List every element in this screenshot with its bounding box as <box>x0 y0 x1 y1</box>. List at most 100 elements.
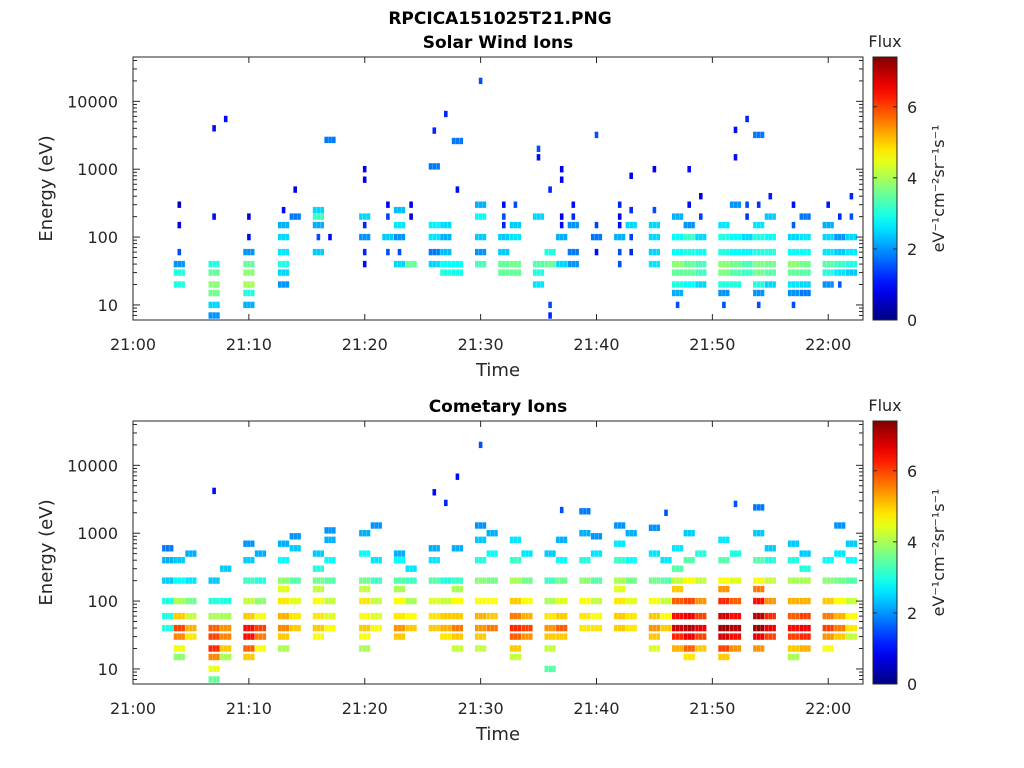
flux-cell <box>502 248 506 256</box>
flux-cell <box>621 233 626 241</box>
flux-cell <box>791 221 796 229</box>
colorbar <box>872 420 898 685</box>
flux-cell <box>173 269 178 276</box>
flux-cell <box>648 260 653 268</box>
flux-cell <box>598 597 603 605</box>
panel-title: Solar Wind Ions <box>423 33 574 53</box>
flux-cell <box>799 213 804 220</box>
flux-cell <box>436 597 440 605</box>
flux-cell <box>656 612 660 620</box>
flux-cell <box>567 221 572 229</box>
flux-cell <box>482 260 487 268</box>
flux-cell <box>320 633 324 640</box>
flux-cell <box>320 577 324 584</box>
flux-cell <box>567 260 572 268</box>
flux-cell <box>594 577 599 584</box>
flux-cell <box>166 577 170 584</box>
flux-cell <box>791 597 796 605</box>
flux-cell <box>702 269 707 276</box>
flux-cell <box>834 269 838 276</box>
flux-cell <box>278 624 282 632</box>
flux-cell <box>725 624 730 632</box>
flux-cell <box>169 557 174 564</box>
flux-cell <box>513 645 518 652</box>
flux-cell <box>548 612 552 620</box>
flux-cell <box>316 597 321 605</box>
flux-cell <box>250 301 255 309</box>
flux-cell <box>362 530 367 537</box>
flux-cell <box>718 248 722 256</box>
flux-cell <box>208 653 213 661</box>
flux-cell <box>725 645 730 652</box>
flux-cell <box>656 248 660 256</box>
flux-cell <box>552 612 556 620</box>
flux-cell <box>494 550 498 557</box>
flux-cell <box>753 504 757 511</box>
panel-title: Cometary Ions <box>429 397 568 417</box>
flux-cell <box>729 633 734 640</box>
flux-cell <box>243 269 247 276</box>
flux-cell <box>509 269 514 276</box>
flux-cell <box>278 612 282 620</box>
flux-cell <box>718 633 722 640</box>
flux-cell <box>772 233 776 241</box>
flux-cell <box>517 633 521 640</box>
flux-cell <box>672 269 676 276</box>
flux-cell <box>413 577 417 584</box>
flux-cell <box>749 248 753 256</box>
flux-cell <box>243 281 247 288</box>
flux-cell <box>586 612 591 620</box>
flux-cell <box>799 233 804 241</box>
flux-cell <box>799 645 804 652</box>
flux-cell <box>293 624 297 632</box>
flux-cell <box>312 550 317 557</box>
flux-cell <box>795 260 800 268</box>
flux-cell <box>212 612 216 620</box>
flux-cell <box>459 137 463 145</box>
flux-cell <box>544 624 549 632</box>
flux-cell <box>594 233 599 241</box>
colorbar-label: eV⁻¹cm⁻²sr⁻¹s⁻¹ <box>929 125 948 253</box>
flux-cell <box>834 260 838 268</box>
flux-cell <box>328 612 332 620</box>
flux-cell <box>328 536 332 543</box>
flux-cell <box>826 233 830 241</box>
flux-cell <box>185 624 189 632</box>
flux-cell <box>513 633 518 640</box>
flux-cell <box>521 612 525 620</box>
flux-cell <box>629 530 633 537</box>
flux-cell <box>683 557 688 564</box>
flux-cell <box>699 624 703 632</box>
flux-cell <box>733 633 738 640</box>
flux-cell <box>668 624 672 632</box>
flux-cell <box>475 213 479 220</box>
flux-cell <box>853 624 857 632</box>
flux-cell <box>440 633 444 640</box>
flux-cell <box>764 624 769 632</box>
flux-cell <box>324 527 328 534</box>
flux-cell <box>826 260 830 268</box>
plot-frame <box>132 420 864 685</box>
flux-cell <box>397 233 402 241</box>
flux-cell <box>278 645 282 652</box>
flux-cell <box>513 221 518 229</box>
flux-cell <box>332 527 336 534</box>
flux-cell <box>699 213 703 220</box>
flux-cell <box>432 624 437 632</box>
flux-cell <box>486 577 491 584</box>
flux-cell <box>629 233 633 241</box>
y-tick-label: 10000 <box>67 456 118 475</box>
flux-cell <box>513 597 518 605</box>
flux-cell <box>559 612 564 620</box>
flux-cell <box>243 597 247 605</box>
flux-cell <box>440 577 444 584</box>
flux-cell <box>822 645 827 652</box>
flux-cell <box>741 233 746 241</box>
flux-cell <box>563 260 568 268</box>
y-axis-label: Energy (eV) <box>36 135 57 241</box>
flux-cell <box>529 577 533 584</box>
flux-cell <box>799 260 804 268</box>
flux-cell <box>791 281 796 288</box>
flux-cell <box>482 233 487 241</box>
flux-cell <box>760 233 765 241</box>
